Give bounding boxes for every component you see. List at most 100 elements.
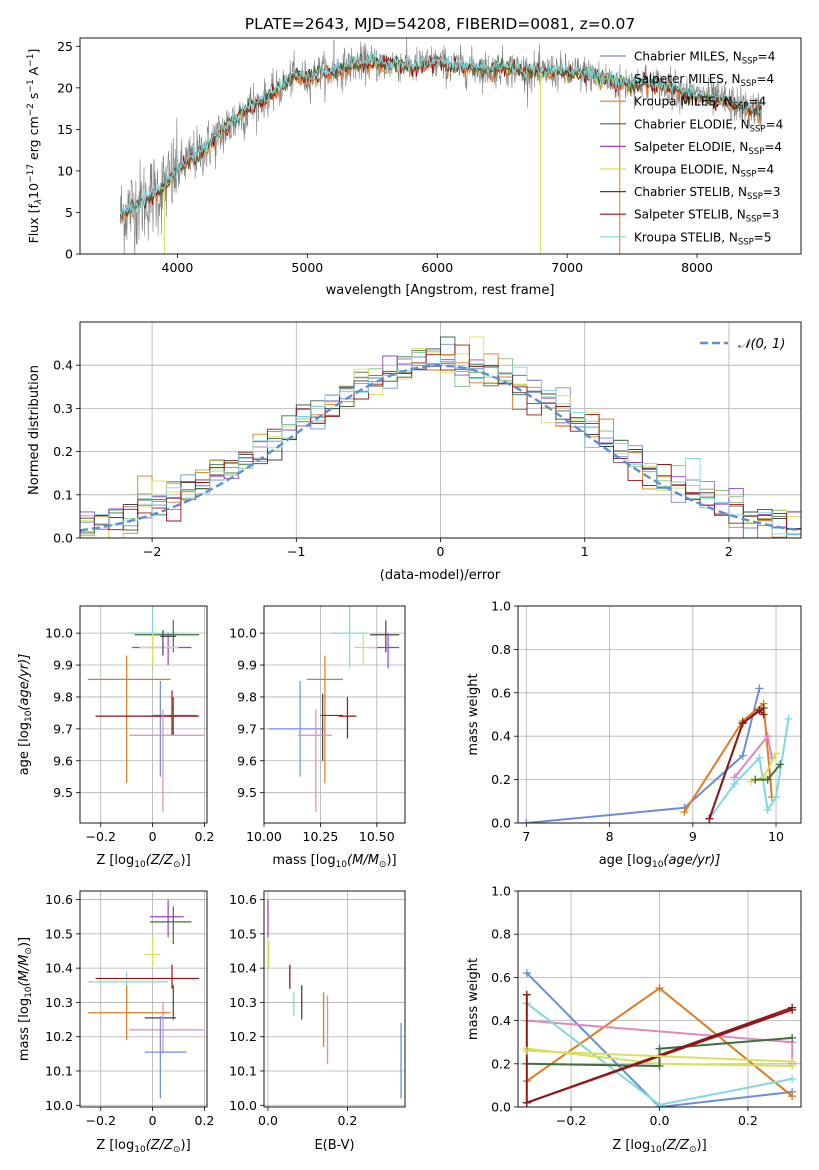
axes-frame	[517, 605, 802, 824]
x-tick-label: −2	[143, 544, 161, 559]
x-tick-label: 6000	[421, 260, 453, 275]
weight-marker	[738, 751, 747, 760]
legend-entry: 𝒩(0, 1)	[738, 337, 785, 352]
weight-marker	[522, 990, 531, 999]
y-axis-label: mass [log10(M/M⊙)]	[17, 937, 34, 1061]
panel-age_vs_Z: −0.2 0 0.2 9.5 9.6 9.7 9.8 9.9 10.0 Z [log10(Z/Z⊙…	[17, 605, 214, 870]
y-tick-label: 9.5	[237, 785, 257, 800]
y-tick-label: 0	[65, 247, 73, 262]
y-tick-label: 0.6	[491, 970, 511, 985]
weight-marker	[680, 808, 689, 817]
legend-entry: Kroupa STELIB, NSSP=5	[634, 230, 772, 247]
y-tick-label: 10.0	[45, 626, 73, 641]
weight-marker	[788, 1074, 797, 1083]
weight-line-chabrier_miles	[526, 972, 793, 1107]
model-spectrum-salpeter_stelib	[119, 54, 762, 219]
x-tick-label: 4000	[162, 260, 194, 275]
y-tick-label: 10.2	[45, 1029, 73, 1044]
x-tick-label: 10.50	[359, 829, 395, 844]
y-tick-label: 10.0	[229, 1098, 257, 1113]
x-tick-label: 1	[581, 544, 589, 559]
weight-marker	[655, 1044, 664, 1053]
x-tick-label: 9	[689, 829, 697, 844]
y-tick-label: 9.7	[53, 721, 73, 736]
weight-line-dark_red	[708, 708, 765, 820]
panel-spectrum: 4000 5000 6000 7000 8000 0 5 10 15 20 25 wavelength…	[26, 37, 802, 298]
weight-marker	[747, 777, 756, 786]
weight-line-kroupa_stelib	[708, 718, 790, 820]
y-tick-label: 0.2	[491, 1056, 511, 1071]
x-axis-label: (data-model)/error	[380, 568, 501, 583]
x-tick-label: 0.2	[194, 829, 214, 844]
y-tick-label: 10.5	[229, 926, 257, 941]
axes-frame	[79, 321, 802, 539]
y-tick-label: 9.5	[53, 785, 73, 800]
weight-marker	[784, 714, 793, 723]
y-tick-label: 1.0	[491, 884, 511, 899]
plot-area	[522, 969, 797, 1107]
weight-line-kroupa_elodie	[526, 1049, 793, 1063]
y-tick-label: 5	[65, 205, 73, 220]
weight-marker	[759, 710, 768, 719]
y-axis-label: Flux [fλ10−17 erg cm−2 s−1 A−1]	[26, 49, 44, 244]
plot-area	[268, 606, 400, 812]
y-axis-label: Normed distribution	[27, 365, 42, 495]
x-tick-label: −1	[287, 544, 305, 559]
weight-marker	[788, 1057, 797, 1066]
plot-area	[80, 336, 801, 538]
panel-weight_vs_Z: −0.2 0.0 0.2 0.0 0.2 0.4 0.6 0.8 1.0 Z [log10(Z/Z…	[466, 884, 802, 1155]
weight-line-kroupa_miles	[683, 701, 773, 813]
weight-line-chabrier_elodie	[526, 1036, 793, 1068]
y-tick-label: 9.8	[237, 689, 257, 704]
x-tick-label: 0.0	[650, 1113, 670, 1128]
weight-marker	[763, 775, 772, 784]
y-tick-label: 10.4	[229, 961, 257, 976]
legend-entry: Kroupa ELODIE, NSSP=4	[634, 163, 774, 180]
weight-marker	[522, 1098, 531, 1107]
panel-mass_vs_Z: −0.2 0 0.2 10.0 10.1 10.2 10.3 10.4 10.5 10.6 Z [l…	[17, 890, 214, 1155]
y-tick-label: 9.9	[237, 658, 257, 673]
weight-marker	[772, 749, 781, 758]
y-tick-label: 10.1	[229, 1064, 257, 1079]
x-tick-label: −0.2	[86, 1113, 116, 1128]
x-tick-label: 0	[149, 829, 157, 844]
y-tick-label: 15	[57, 122, 73, 137]
gaussian-curve	[80, 364, 799, 532]
plot-area	[267, 899, 402, 1099]
y-tick-label: 10	[57, 163, 73, 178]
weight-marker	[763, 732, 772, 741]
plot-area	[87, 606, 205, 812]
legend-entry: Chabrier ELODIE, NSSP=4	[634, 117, 783, 134]
weight-marker	[772, 792, 781, 801]
x-axis-label: Z [log10(Z/Z⊙)]	[96, 1138, 190, 1155]
weight-marker	[522, 1046, 531, 1055]
axes-frame	[263, 605, 406, 824]
x-tick-label: 5000	[291, 260, 323, 275]
x-axis-label: mass [log10(M/M⊙)]	[272, 853, 396, 870]
legend-entry: Salpeter STELIB, NSSP=3	[634, 208, 779, 225]
x-tick-label: 0.0	[258, 1113, 278, 1128]
y-tick-label: 0.2	[53, 444, 73, 459]
x-tick-label: 7	[522, 829, 530, 844]
y-tick-label: 10.0	[45, 1098, 73, 1113]
y-tick-label: 10.6	[45, 892, 73, 907]
x-tick-label: −0.2	[556, 1113, 586, 1128]
weight-marker	[730, 779, 739, 788]
weight-marker	[751, 775, 760, 784]
x-tick-label: 8000	[681, 260, 713, 275]
y-tick-label: 10.3	[229, 995, 257, 1010]
y-tick-label: 0.3	[53, 401, 73, 416]
y-axis-label: mass weight	[466, 958, 481, 1040]
y-tick-label: 10.6	[229, 892, 257, 907]
y-tick-label: 10.4	[45, 961, 73, 976]
y-tick-label: 25	[57, 39, 73, 54]
x-tick-label: 2	[725, 544, 733, 559]
panel-age_vs_mass: 10.00 10.25 10.50 9.5 9.6 9.7 9.8 9.9 10.0 mass […	[229, 605, 406, 870]
weight-marker	[788, 1003, 797, 1012]
axes-frame	[79, 605, 208, 824]
y-tick-label: 9.7	[237, 721, 257, 736]
panel-mass_vs_ebv: 0.0 0.2 10.0 10.1 10.2 10.3 10.4 10.5 10.6 E(B-V)	[229, 890, 406, 1153]
y-tick-label: 10.3	[45, 995, 73, 1010]
legend-entry: Salpeter ELODIE, NSSP=4	[634, 140, 782, 157]
x-axis-label: wavelength [Angstrom, rest frame]	[326, 283, 555, 298]
